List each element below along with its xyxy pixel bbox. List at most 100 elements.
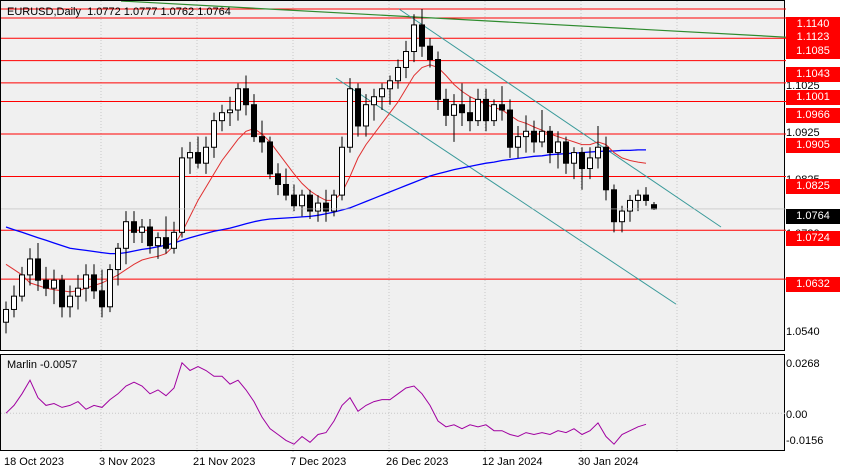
candle-body <box>43 279 49 289</box>
candle-body <box>499 104 505 111</box>
candle-body <box>299 194 305 207</box>
time-axis-label: 18 Oct 2023 <box>4 456 64 468</box>
candle-body <box>379 88 385 98</box>
candle-body <box>75 287 81 297</box>
candle-body <box>251 104 257 138</box>
candle-body <box>195 152 201 164</box>
time-axis-label: 21 Nov 2023 <box>193 456 256 468</box>
candle-body <box>307 194 313 212</box>
level-tag: 1.0905 <box>786 138 840 153</box>
time-axis-label: 7 Dec 2023 <box>290 456 347 468</box>
candle-body <box>155 237 161 247</box>
level-tag: 1.0632 <box>786 277 840 292</box>
candle-body <box>419 24 425 47</box>
candle-body <box>355 88 361 127</box>
candle-body <box>147 226 153 247</box>
candle-body <box>27 258 33 276</box>
candle-body <box>35 258 41 281</box>
candle-body <box>595 146 601 159</box>
level-tag: 1.0825 <box>786 179 840 194</box>
candle-body <box>435 59 441 100</box>
time-axis-label: 30 Jan 2024 <box>578 456 639 468</box>
oscillator-line <box>5 361 647 445</box>
candle-body <box>571 152 577 164</box>
candle-body <box>587 157 593 170</box>
price-axis-label: 1.1025 <box>786 80 820 92</box>
candle-body <box>651 204 657 210</box>
candle-body <box>267 141 273 175</box>
candle-body <box>507 109 513 148</box>
candle-body <box>555 141 561 154</box>
candle-body <box>203 146 209 164</box>
candle-body <box>539 130 545 143</box>
candle-body <box>67 295 73 308</box>
level-tag: 1.1123 <box>786 30 840 45</box>
candle-body <box>491 104 497 122</box>
candle-body <box>563 141 569 164</box>
candle-body <box>323 202 329 212</box>
price-chart-canvas[interactable] <box>1 1 786 352</box>
osc-axis-label: 0.00 <box>786 409 808 421</box>
candle-body <box>443 98 449 116</box>
candle-body <box>483 98 489 122</box>
candle-body <box>51 279 57 289</box>
time-axis-label: 3 Nov 2023 <box>99 456 156 468</box>
candle-body <box>211 120 217 148</box>
time-axis-label: 12 Jan 2024 <box>482 456 543 468</box>
symbol-name: EURUSD,Daily <box>7 6 81 18</box>
candle-body <box>291 194 297 207</box>
trend-line <box>120 1 786 38</box>
oscillator-pane[interactable]: Marlin -0.0057 <box>0 354 786 452</box>
candle-body <box>171 231 177 249</box>
candle-body <box>235 88 241 111</box>
candle-body <box>331 194 337 212</box>
candle-body <box>475 98 481 122</box>
candle-body <box>619 210 625 223</box>
channel-upper-line <box>398 8 722 228</box>
candle-body <box>179 157 185 233</box>
candle-body <box>123 221 129 249</box>
fast-ma-line <box>5 64 647 293</box>
level-tag: 1.0724 <box>786 231 840 246</box>
candle-body <box>91 274 97 292</box>
symbol-label: EURUSD,Daily 1.0772 1.0777 1.0762 1.0764 <box>7 6 231 18</box>
candle-body <box>3 308 9 323</box>
level-tag: 1.1043 <box>786 67 840 82</box>
candle-body <box>643 194 649 201</box>
candle-body <box>275 173 281 185</box>
candle-body <box>83 274 89 289</box>
candle-body <box>259 136 265 143</box>
candle-body <box>395 66 401 82</box>
candle-body <box>227 109 233 114</box>
current-price-tag: 1.0764 <box>786 209 840 224</box>
candle-body <box>347 88 353 148</box>
candle-body <box>107 269 113 308</box>
candle-body <box>59 279 65 308</box>
osc-axis-label: 0.0268 <box>786 358 820 370</box>
candle-body <box>243 88 249 106</box>
candle-body <box>635 194 641 201</box>
ohlc-values: 1.0772 1.0777 1.0762 1.0764 <box>87 6 231 18</box>
candle-body <box>115 247 121 271</box>
candle-body <box>611 189 617 223</box>
candle-body <box>515 136 521 148</box>
oscillator-label: Marlin -0.0057 <box>7 359 78 371</box>
candle-body <box>283 183 289 196</box>
candle-body <box>163 237 169 249</box>
candle-body <box>131 221 137 233</box>
price-chart-pane[interactable]: EURUSD,Daily 1.0772 1.0777 1.0762 1.0764 <box>0 0 786 352</box>
candle-body <box>547 130 553 154</box>
candle-body <box>371 96 377 106</box>
level-tag: 1.1140 <box>786 17 840 32</box>
candle-body <box>579 152 585 170</box>
candle-body <box>603 146 609 191</box>
candle-body <box>19 274 25 297</box>
oscillator-canvas[interactable] <box>1 355 786 452</box>
channel-lower-line <box>335 77 677 305</box>
candle-body <box>411 24 417 53</box>
time-axis-label: 26 Dec 2023 <box>386 456 449 468</box>
level-tag: 1.1085 <box>786 44 840 59</box>
candle-body <box>451 104 457 116</box>
candle-body <box>427 45 433 60</box>
candle-body <box>99 290 105 308</box>
